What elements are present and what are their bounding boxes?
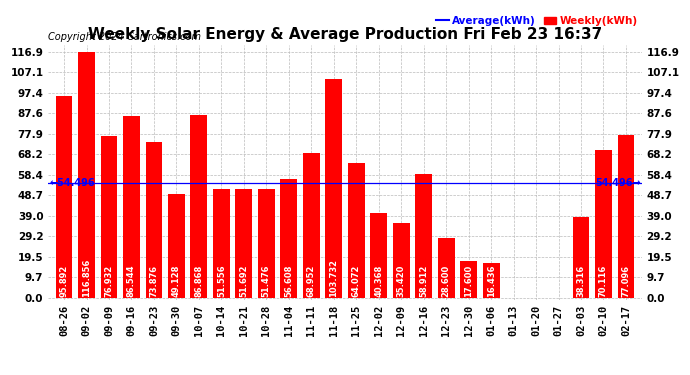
Text: 70.116: 70.116 [599, 264, 608, 297]
Text: 64.072: 64.072 [352, 264, 361, 297]
Text: 54.496→: 54.496→ [595, 178, 640, 188]
Text: 76.932: 76.932 [104, 265, 113, 297]
Text: 116.856: 116.856 [82, 258, 91, 297]
Bar [56, 96, 72, 298]
Text: 58.912: 58.912 [419, 264, 428, 297]
Text: 51.556: 51.556 [217, 264, 226, 297]
Text: 28.600: 28.600 [442, 265, 451, 297]
Bar [78, 52, 95, 298]
Text: 95.892: 95.892 [59, 265, 68, 297]
Text: 73.876: 73.876 [150, 265, 159, 297]
Bar [258, 189, 275, 298]
Text: 51.692: 51.692 [239, 264, 248, 297]
Bar [123, 116, 140, 298]
Text: 68.952: 68.952 [307, 264, 316, 297]
Title: Weekly Solar Energy & Average Production Fri Feb 23 16:37: Weekly Solar Energy & Average Production… [88, 27, 602, 42]
Text: 17.600: 17.600 [464, 265, 473, 297]
Text: 16.436: 16.436 [486, 264, 495, 297]
Bar [483, 263, 500, 298]
Text: Copyright 2024 Cartronics.com: Copyright 2024 Cartronics.com [48, 33, 201, 42]
Text: 86.544: 86.544 [127, 264, 136, 297]
Bar [325, 79, 342, 298]
Bar [235, 189, 253, 298]
Bar [146, 142, 162, 298]
Bar [168, 194, 185, 298]
Bar [303, 153, 319, 298]
Text: 77.096: 77.096 [622, 265, 631, 297]
Text: ←54.496: ←54.496 [50, 178, 95, 188]
Bar [190, 115, 207, 298]
Text: 49.128: 49.128 [172, 264, 181, 297]
Bar [437, 238, 455, 298]
Bar [393, 223, 410, 298]
Bar [371, 213, 387, 298]
Bar [460, 261, 477, 298]
Bar [280, 178, 297, 298]
Bar [348, 163, 365, 298]
Text: 38.316: 38.316 [577, 265, 586, 297]
Text: 86.868: 86.868 [195, 265, 204, 297]
Bar [573, 217, 589, 298]
Bar [618, 135, 634, 298]
Text: 56.608: 56.608 [284, 264, 293, 297]
Text: 103.732: 103.732 [329, 259, 338, 297]
Text: 40.368: 40.368 [374, 265, 383, 297]
Legend: Average(kWh), Weekly(kWh): Average(kWh), Weekly(kWh) [432, 12, 642, 30]
Text: 51.476: 51.476 [262, 264, 271, 297]
Bar [415, 174, 432, 298]
Text: 35.420: 35.420 [397, 264, 406, 297]
Bar [101, 136, 117, 298]
Bar [595, 150, 612, 298]
Bar [213, 189, 230, 298]
